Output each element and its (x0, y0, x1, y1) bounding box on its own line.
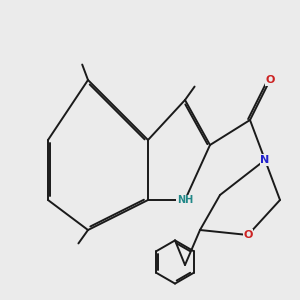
Text: O: O (265, 75, 275, 85)
Text: NH: NH (177, 195, 193, 205)
Text: O: O (243, 230, 253, 240)
Text: N: N (260, 155, 270, 165)
